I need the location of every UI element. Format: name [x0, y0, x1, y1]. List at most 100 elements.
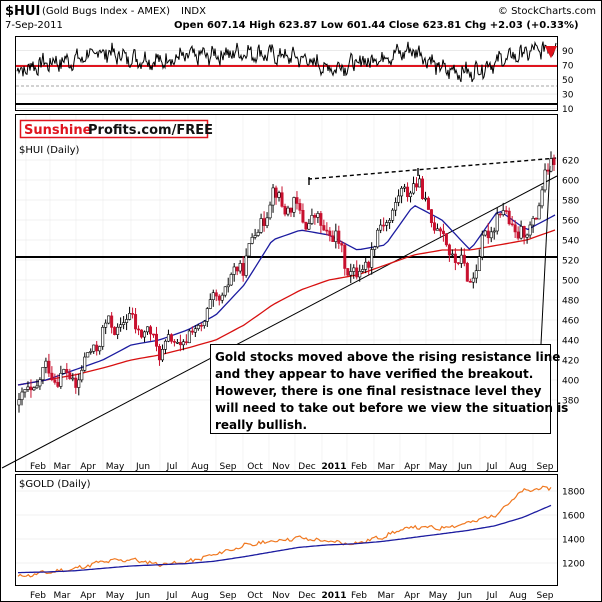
candle-body	[525, 234, 529, 238]
candle-body	[537, 205, 541, 220]
candle-body	[355, 267, 359, 278]
candle-body	[229, 274, 233, 286]
candle-body	[116, 326, 120, 335]
x-axis-label: Feb	[351, 462, 367, 472]
candle-body	[262, 218, 266, 226]
candle-body	[172, 341, 176, 343]
gold-x-axis-label: Jun	[457, 591, 472, 601]
gold-panel: 1800 1600 1400 1200 $GOLD (Daily)	[15, 474, 585, 586]
candle-body	[441, 230, 445, 235]
candle-body	[223, 286, 227, 296]
logo-domain: Profits.com/FREE	[88, 123, 213, 138]
candle-body	[205, 308, 209, 322]
gold-x-axis-label: Dec	[298, 591, 315, 601]
candle-body	[214, 292, 218, 297]
x-axis-label: Feb	[30, 462, 46, 472]
x-axis-label: Jul	[166, 462, 178, 472]
candle-body	[235, 266, 239, 272]
candle-body	[190, 330, 194, 333]
candle-body	[241, 263, 245, 276]
candle-body	[23, 389, 27, 393]
candle-body	[83, 356, 87, 371]
candle-body	[53, 379, 57, 383]
logo-sunshine: Sunshine	[24, 123, 92, 138]
gold-price-line	[17, 485, 552, 578]
candle-body	[319, 213, 323, 226]
candle-body	[316, 213, 320, 218]
candle-body	[20, 391, 24, 400]
x-axis-label: Jun	[457, 462, 472, 472]
candle-body	[280, 192, 284, 207]
candle-body	[474, 270, 478, 279]
candle-body	[388, 220, 392, 223]
candle-body	[450, 253, 454, 256]
candle-body	[56, 382, 60, 387]
annotation-line-2: and they appear to have verified the bre…	[215, 367, 533, 381]
candle-body	[175, 341, 179, 344]
candle-body	[250, 236, 254, 244]
candle-body	[137, 328, 141, 331]
candle-body	[382, 224, 386, 227]
candle-body	[68, 372, 72, 379]
candle-body	[128, 313, 132, 320]
candle-body	[92, 344, 96, 352]
x-axis-label: Aug	[509, 462, 527, 472]
candle-body	[486, 230, 490, 239]
up-arrow-icon: ▲	[544, 44, 557, 63]
candle-body	[400, 187, 404, 197]
candle-body	[510, 223, 514, 226]
candle-body	[289, 207, 293, 213]
candle-body	[367, 261, 371, 268]
candle-body	[471, 277, 475, 283]
candle-body	[453, 253, 457, 263]
candle-body	[119, 324, 123, 328]
candle-body	[406, 186, 410, 198]
candle-body	[364, 261, 368, 270]
gold-x-axis-label: Mar	[378, 591, 395, 601]
candle-body	[519, 226, 523, 239]
main-series-label: $HUI (Daily)	[19, 145, 80, 156]
candle-body	[277, 192, 281, 198]
candle-body	[169, 334, 173, 342]
candle-body	[543, 169, 547, 191]
x-axis-label: Mar	[378, 462, 395, 472]
main-tick-label: 540	[562, 237, 579, 247]
x-axis-label: May	[429, 462, 448, 472]
gold-x-axis-label: Jul	[486, 591, 498, 601]
x-axis-label: Nov	[272, 462, 290, 472]
candle-body	[462, 254, 466, 264]
candle-body	[77, 379, 81, 388]
candle-body	[346, 268, 350, 276]
candle-body	[343, 244, 347, 269]
candle-body	[418, 178, 422, 188]
candle-body	[17, 399, 21, 406]
candle-body	[358, 271, 362, 278]
candle-body	[361, 269, 365, 272]
candle-body	[534, 218, 538, 220]
candle-body	[495, 213, 499, 232]
candle-body	[385, 222, 389, 226]
gold-x-axis-label: Oct	[247, 591, 263, 601]
gold-x-axis-label: Apr	[404, 591, 420, 601]
candle-body	[429, 209, 433, 224]
candle-body	[146, 326, 150, 333]
annotation-box: Gold stocks moved above the rising resis…	[210, 344, 568, 434]
candle-body	[160, 349, 164, 361]
main-tick-label: 620	[562, 157, 579, 167]
candle-body	[394, 202, 398, 211]
annotation-line-3: However, there is one final resistnace l…	[215, 384, 542, 398]
candle-body	[465, 262, 469, 282]
candle-body	[154, 333, 158, 347]
candle-body	[349, 271, 353, 276]
candle-body	[504, 210, 508, 212]
rsi-series-line	[16, 40, 557, 83]
x-axis-label: Apr	[404, 462, 420, 472]
candle-body	[226, 284, 230, 288]
x-axis-label: Sep	[220, 462, 237, 472]
candle-body	[552, 158, 556, 165]
x-axis-label: 2011	[321, 462, 346, 472]
candle-body	[480, 234, 484, 258]
candle-body	[143, 331, 147, 338]
candle-body	[166, 334, 170, 342]
